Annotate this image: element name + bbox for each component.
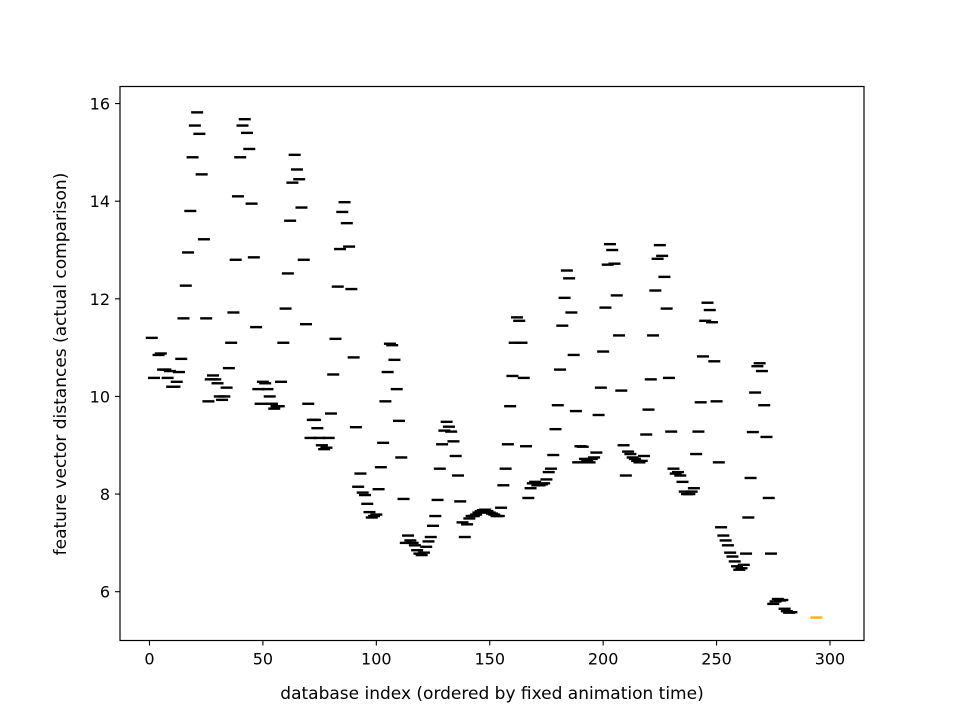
y-tick-label: 14 <box>90 192 110 211</box>
x-tick-label: 150 <box>474 650 505 669</box>
x-tick-label: 50 <box>253 650 273 669</box>
data-marks <box>145 111 823 619</box>
y-tick-label: 12 <box>90 290 110 309</box>
x-tick-label: 0 <box>144 650 154 669</box>
y-tick-label: 10 <box>90 387 110 406</box>
x-tick-label: 300 <box>815 650 846 669</box>
x-axis-label: database index (ordered by fixed animati… <box>280 684 703 704</box>
y-axis-label: feature vector distances (actual compari… <box>51 173 71 556</box>
y-tick-label: 16 <box>90 95 110 114</box>
x-tick-label: 100 <box>361 650 392 669</box>
plot-frame <box>119 85 865 642</box>
x-tick-label: 250 <box>701 650 732 669</box>
x-tick-label: 200 <box>588 650 619 669</box>
x-axis-ticks: 0 50 100 150 200 250 300 <box>144 640 846 669</box>
y-tick-label: 6 <box>100 583 110 602</box>
y-axis-ticks: 6 8 10 12 14 16 <box>90 95 120 602</box>
y-tick-label: 8 <box>100 485 110 504</box>
